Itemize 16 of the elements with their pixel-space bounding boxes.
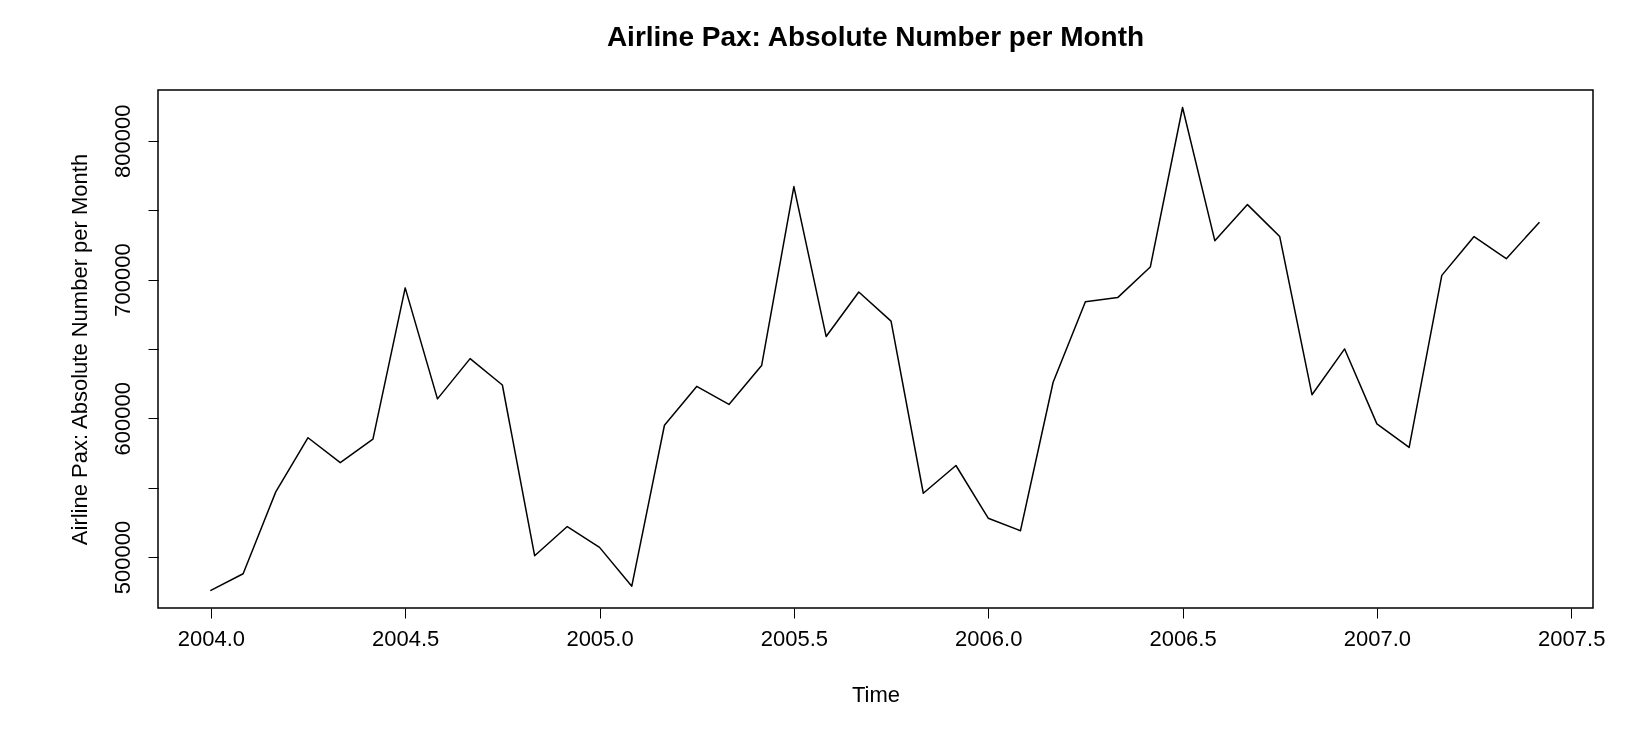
x-tick-label: 2005.0 [566,625,634,651]
chart-title: Airline Pax: Absolute Number per Month [606,21,1145,52]
x-tick-label: 2006.0 [955,625,1023,651]
y-tick-label: 600000 [109,382,135,456]
x-tick-label: 2004.0 [177,625,246,651]
y-tick-label: 700000 [109,243,135,317]
x-axis-title: Time [851,681,901,707]
x-tick-label: 2004.5 [372,625,440,651]
x-tick-label: 2007.0 [1343,625,1412,651]
x-tick-label: 2006.5 [1149,625,1217,651]
y-tick-label: 800000 [109,104,135,178]
y-axis-title: Airline Pax: Absolute Number per Month [66,153,92,546]
x-tick-label: 2005.5 [760,625,829,651]
line-series [210,106,1540,592]
y-tick-label: 500000 [109,520,135,595]
x-tick-label: 2007.5 [1538,625,1606,651]
